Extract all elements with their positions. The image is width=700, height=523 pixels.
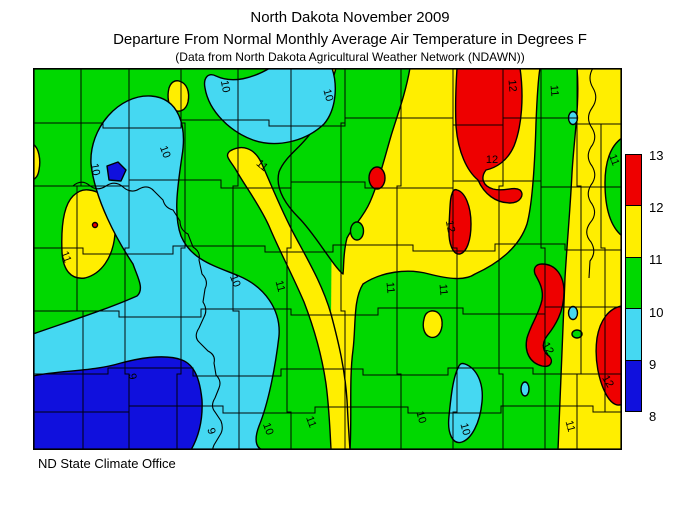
contour-labels: 10 10 12 11 11 10 10 11 11 11 10 12 12 11 11 9 9 10 10 11 12… [58,79,621,437]
region-green-column-north [277,68,411,275]
region-cyan-dot-south [520,381,530,397]
contour-label: 10 [227,273,242,289]
contour-label: 10 [458,422,473,437]
contour-label: 10 [260,421,275,437]
legend-segment-blue [625,359,642,412]
contour-label: 10 [414,410,429,425]
contour-label: 10 [157,144,172,160]
contour-label: 11 [563,419,578,433]
region-red-vertical-blob [448,188,472,255]
contour-label: 11 [58,250,73,265]
contour-label: 12 [599,373,616,390]
legend-tick-13: 13 [649,148,664,163]
legend-segment-green [625,256,642,310]
legend-segment-red [625,154,642,207]
contour-label: 11 [303,415,318,430]
contour-label: 12 [486,154,498,166]
contour-label: 11 [273,279,288,293]
region-blue-southwest [33,356,203,450]
contour-label: 10 [88,162,102,176]
region-red-tiny-dot-west [91,221,99,229]
region-blue-pentagon-northwest [106,161,127,182]
contour-map: 10 10 12 11 11 10 10 11 11 11 10 12 12 11 11 9 9 10 10 11 12… [33,68,622,450]
region-yellow-small-oval-south [422,310,443,339]
legend-tick-10: 10 [649,305,664,320]
region-cyan-top-band [203,68,336,145]
contour-label: 12 [505,79,518,92]
map-subtitle: Departure From Normal Monthly Average Ai… [113,31,587,48]
contour-label: 11 [384,282,397,294]
map-title: North Dakota November 2009 [250,9,450,26]
county-boundaries [33,68,622,450]
contour-label: 10 [321,88,336,103]
contour-label: 11 [548,85,561,97]
contour-label: 11 [437,284,450,296]
data-source-note: (Data from North Dakota Agricultural Wea… [175,50,525,64]
legend-colorbar: 13 12 11 10 9 8 [625,149,663,423]
region-cyan-west-complex [33,95,280,450]
legend-segment-cyan [625,308,642,361]
region-yellow-corridor [226,147,351,450]
credit-line: ND State Climate Office [38,456,176,471]
legend-tick-11: 11 [649,252,663,267]
legend-tick-12: 12 [649,200,664,215]
region-red-small-oval [368,166,386,190]
region-red-north-blob [454,68,523,204]
contour-label: 12 [443,219,457,233]
contour-label: 9 [126,372,139,380]
contour-label: 11 [606,153,621,168]
contour-label: 10 [218,79,232,93]
region-green-spot-east [571,329,583,339]
region-cyan-dot-east [567,305,579,321]
legend-tick-8: 8 [649,409,657,424]
region-green-spot-center [349,221,365,241]
region-green-southeast [349,68,579,450]
map-border [33,68,622,450]
contour-label: 9 [204,427,217,436]
legend-tick-9: 9 [649,357,657,372]
legend-segment-yellow [625,205,642,258]
red-river-valley-line [586,68,597,279]
missouri-river-line [72,181,223,450]
contour-label: 12 [539,340,556,357]
